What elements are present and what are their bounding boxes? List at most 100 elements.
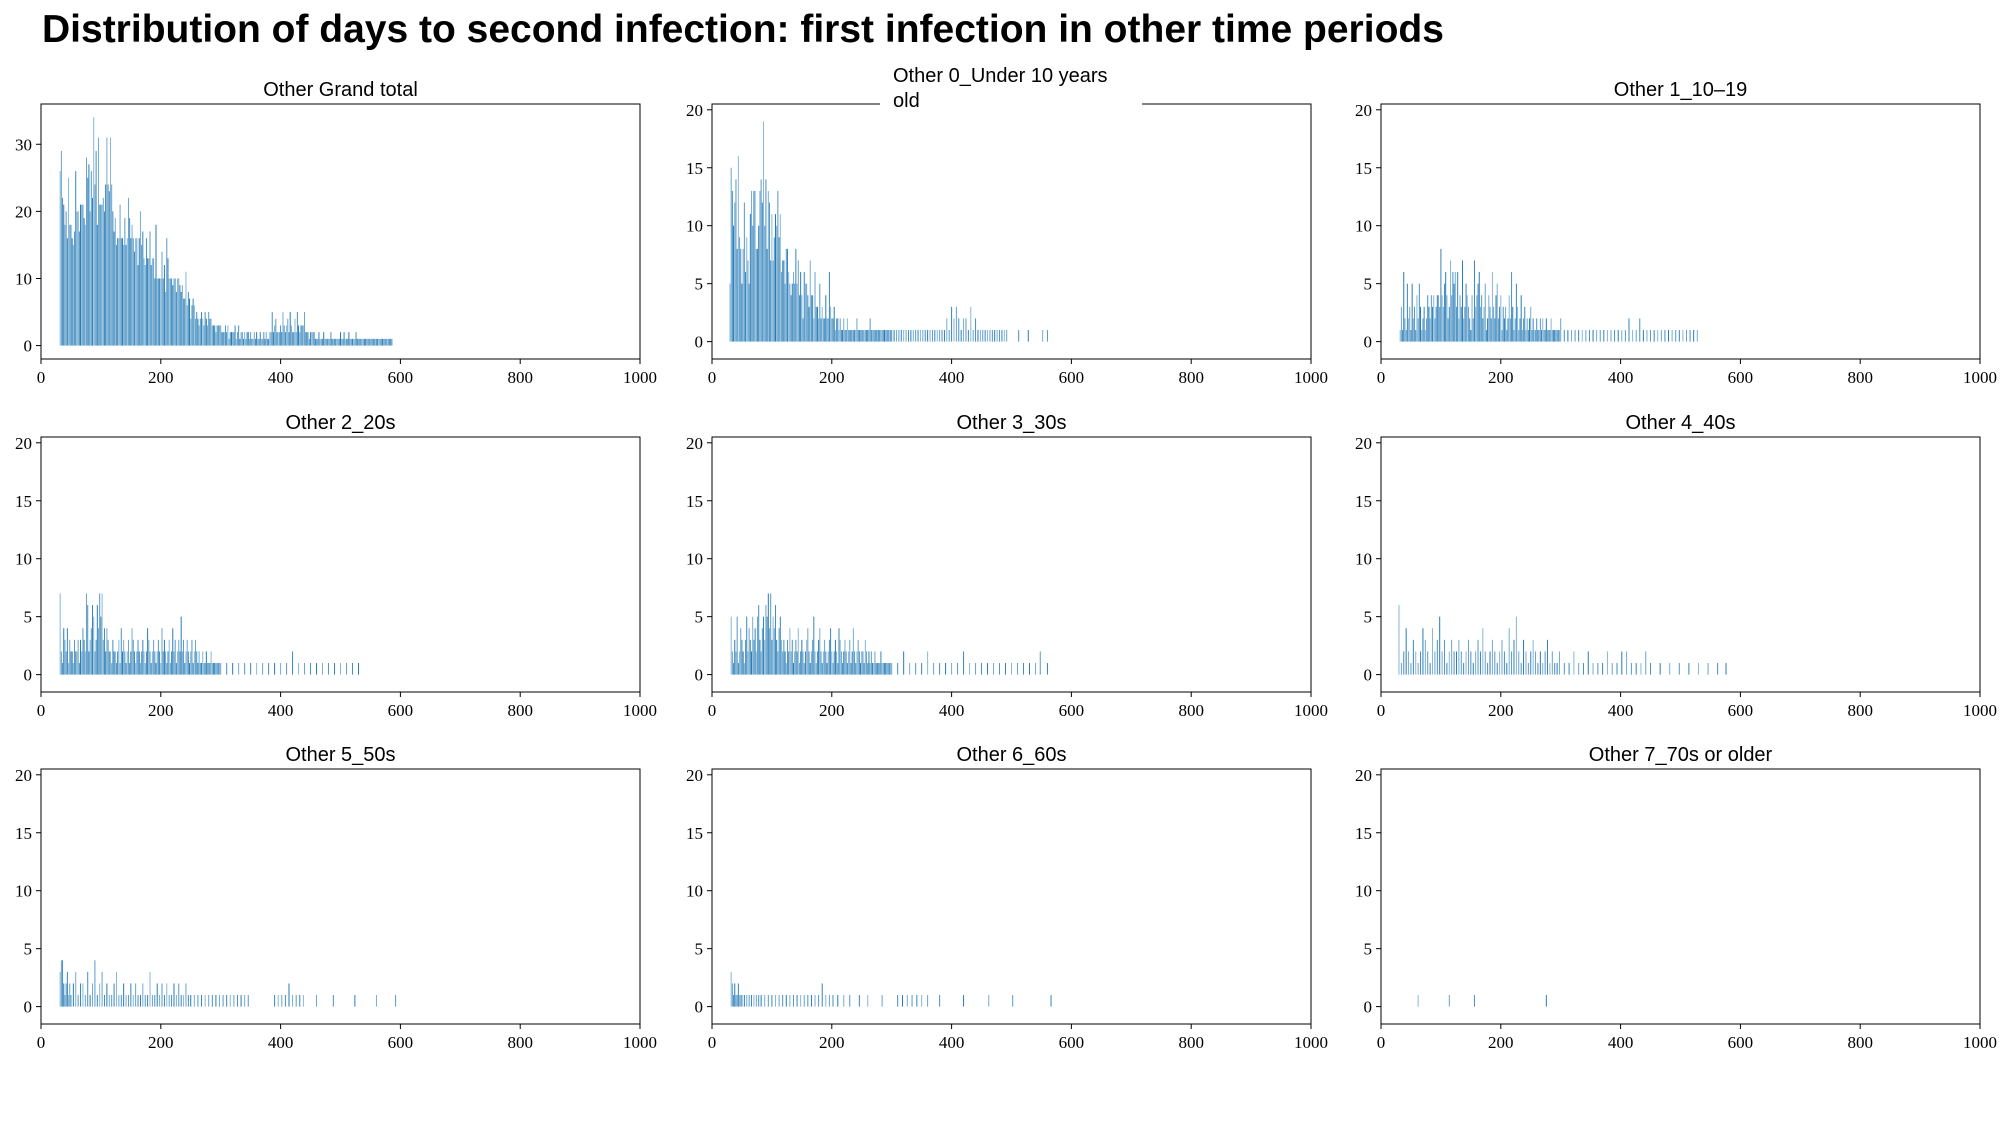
bar (1427, 651, 1429, 675)
bar (1444, 639, 1445, 675)
bar (746, 616, 748, 675)
bar (1479, 651, 1481, 675)
bar (903, 651, 905, 675)
bar (856, 318, 858, 342)
bar (127, 995, 129, 1007)
bar (220, 325, 222, 346)
bar (1494, 318, 1496, 342)
bar (295, 995, 297, 1007)
subplot-title: Other 3_30s (956, 412, 1066, 434)
bar (177, 278, 179, 346)
bar (292, 332, 294, 346)
bar (1513, 330, 1515, 342)
bar (107, 639, 109, 675)
bar (1511, 272, 1513, 342)
bar (751, 190, 753, 342)
bar (1496, 663, 1498, 675)
bar (151, 651, 153, 675)
bar (1602, 663, 1604, 675)
bar (790, 295, 792, 342)
x-tick-label: 400 (939, 368, 965, 387)
bar (340, 663, 341, 675)
bar (801, 639, 803, 675)
x-tick-label: 400 (1608, 701, 1634, 720)
bar (1505, 306, 1507, 342)
bar (773, 628, 775, 675)
bar (803, 995, 805, 1007)
bar (369, 338, 371, 346)
bar (335, 338, 337, 346)
x-tick-label: 400 (268, 701, 294, 720)
bar (775, 605, 776, 675)
bar (881, 663, 883, 675)
bar (1587, 651, 1589, 675)
bar (917, 330, 919, 342)
bar (893, 330, 895, 342)
bar (960, 330, 962, 342)
bar (1003, 330, 1005, 342)
bar (789, 283, 791, 342)
bar (862, 651, 864, 675)
bar (202, 651, 204, 675)
bar (296, 312, 298, 346)
bar (821, 983, 823, 1007)
bar (1448, 651, 1450, 675)
bar (812, 639, 814, 675)
bar (1481, 295, 1483, 342)
bar (1436, 295, 1438, 342)
plot-frame (1380, 436, 1981, 693)
bar (1406, 283, 1408, 342)
bar (824, 639, 826, 675)
bar (235, 338, 237, 346)
bar (1525, 651, 1527, 675)
bar (861, 330, 863, 342)
bar (776, 639, 778, 675)
bar (749, 214, 751, 342)
bar (789, 995, 791, 1007)
x-tick-label: 0 (708, 368, 717, 387)
bar (264, 338, 266, 346)
bar (1530, 306, 1532, 342)
bar (331, 338, 333, 346)
bar (127, 639, 129, 675)
bar (1483, 306, 1485, 342)
subplot-1: 0 200 400 600 800 1000 0 5 10 15 20 Other 0_Under 1… (686, 56, 1328, 387)
bar (168, 639, 170, 675)
bar (117, 651, 119, 675)
bar (759, 639, 761, 675)
y-tick-label: 20 (1355, 101, 1372, 120)
bar (775, 995, 776, 1007)
bar (148, 258, 150, 346)
bar (238, 325, 240, 346)
bar (736, 995, 738, 1007)
bar (1012, 995, 1014, 1007)
bar (161, 628, 163, 675)
bar (786, 248, 788, 342)
y-tick-label: 10 (686, 217, 703, 236)
subplot-title: Other 2_20s (285, 412, 395, 434)
bar (1422, 318, 1424, 342)
bar (1529, 318, 1531, 342)
bar (903, 330, 905, 342)
bar (374, 338, 376, 346)
x-tick-label: 1000 (623, 701, 657, 720)
bar (95, 150, 97, 346)
y-tick-label: 20 (1355, 766, 1372, 785)
bar (773, 237, 775, 342)
bar (1473, 995, 1475, 1007)
bar (933, 663, 935, 675)
bar (742, 651, 744, 675)
bar (1417, 318, 1419, 342)
y-tick-label: 10 (15, 550, 32, 569)
bar (843, 318, 845, 342)
bar (1471, 295, 1473, 342)
bar (82, 628, 84, 675)
bar (80, 204, 82, 346)
bar (325, 338, 327, 346)
bar (849, 639, 851, 675)
bar (337, 338, 339, 346)
bar (302, 325, 304, 346)
bar (1557, 330, 1559, 342)
bar (62, 197, 64, 346)
bar (144, 265, 146, 346)
